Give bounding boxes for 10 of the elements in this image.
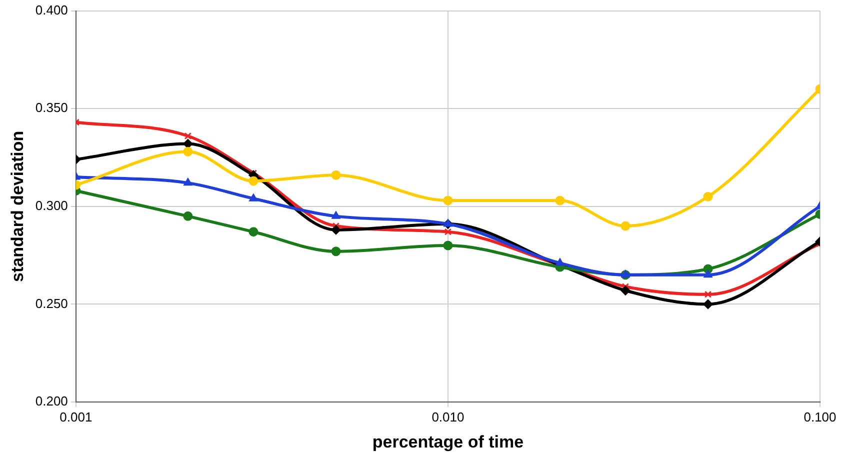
y-tick-label: 0.350 [35,100,68,116]
y-tick-label: 0.200 [35,394,68,409]
y-tick-label: 0.400 [35,2,68,18]
x-axis-title: percentage of time [372,432,524,452]
y-axis-title: standard deviation [8,130,27,282]
y-tick-label: 0.300 [35,198,68,213]
y-tick-label: 0.250 [35,296,68,311]
x-tick-label: 0.100 [804,409,836,424]
x-tick-label: 0.010 [432,409,464,424]
x-tick-label: 0.001 [60,409,92,424]
